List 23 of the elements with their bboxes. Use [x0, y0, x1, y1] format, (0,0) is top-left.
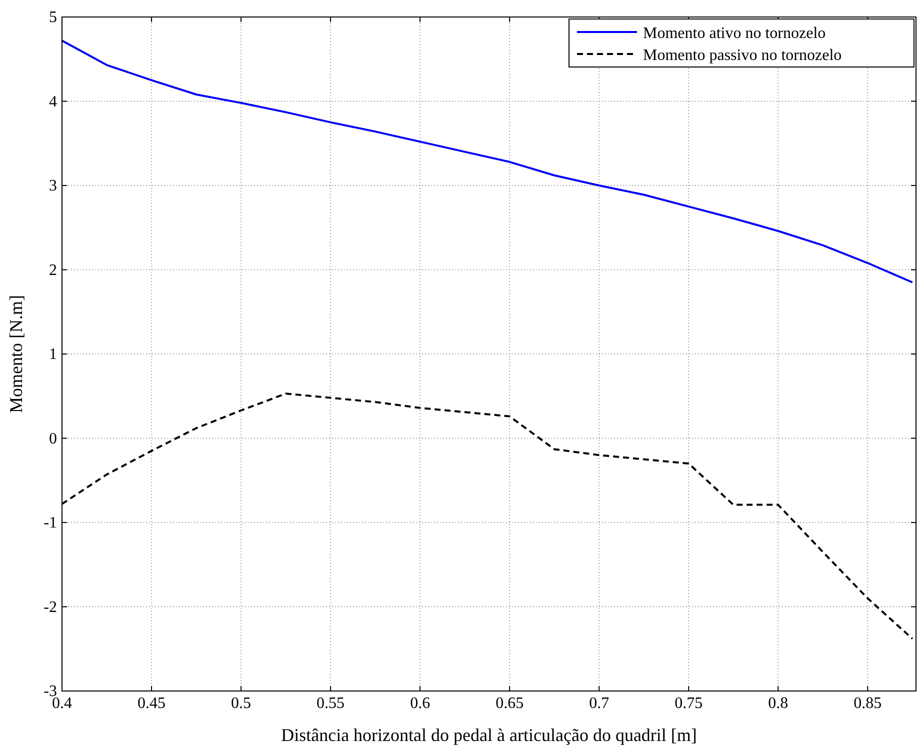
- legend-label: Momento ativo no tornozelo: [643, 25, 826, 42]
- x-tick-label: 0.8: [768, 695, 788, 712]
- x-tick-label: 0.85: [854, 695, 882, 712]
- y-axis-title: Momento [N.m]: [6, 295, 26, 413]
- y-tick-label: -2: [44, 598, 57, 616]
- y-tick-label: 4: [49, 93, 57, 110]
- y-tick-label: 2: [49, 262, 57, 279]
- x-tick-label: 0.6: [410, 695, 430, 712]
- y-tick-label: 1: [49, 346, 57, 363]
- x-tick-label: 0.7: [589, 695, 610, 712]
- y-tick-label: -1: [44, 514, 57, 532]
- y-tick-label: 0: [49, 430, 57, 448]
- x-tick-label: 0.4: [52, 695, 72, 712]
- x-tick-label: 0.5: [231, 695, 252, 712]
- x-tick-label: 0.55: [316, 695, 345, 712]
- x-tick-label: 0.65: [496, 695, 524, 712]
- x-tick-label: 0.45: [138, 695, 166, 712]
- y-tick-label: 3: [49, 178, 57, 194]
- legend-label: Momento passivo no tornozelo: [643, 47, 842, 64]
- y-tick-label: 5: [49, 9, 57, 26]
- x-tick-label: 0.75: [674, 695, 703, 712]
- line-series: [61, 40, 914, 284]
- x-axis-title: Distância horizontal do pedal à articulação do quadril [m]: [281, 725, 697, 745]
